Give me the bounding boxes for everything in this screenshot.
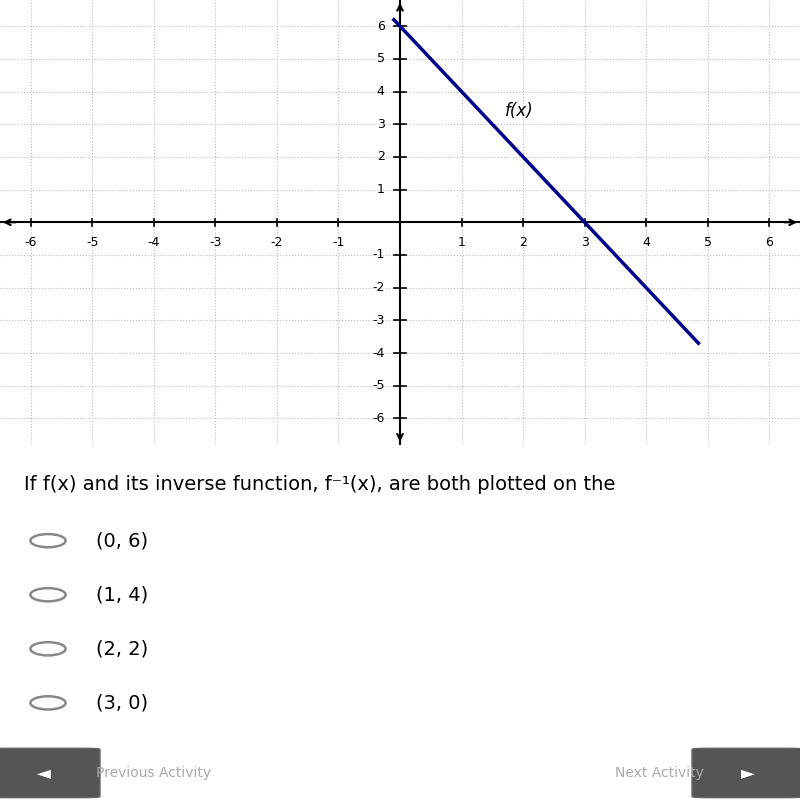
Text: -1: -1 — [332, 236, 345, 249]
Text: 3: 3 — [377, 118, 385, 131]
Text: ◄: ◄ — [37, 764, 51, 782]
Text: 4: 4 — [377, 85, 385, 98]
Text: 4: 4 — [642, 236, 650, 249]
FancyBboxPatch shape — [692, 748, 800, 798]
Text: 5: 5 — [377, 52, 385, 66]
Text: (3, 0): (3, 0) — [96, 694, 148, 712]
Text: ►: ► — [741, 764, 755, 782]
Text: 1: 1 — [458, 236, 466, 249]
Text: 2: 2 — [377, 151, 385, 163]
Text: -2: -2 — [372, 281, 385, 294]
Text: 3: 3 — [581, 236, 589, 249]
Text: -5: -5 — [372, 379, 385, 392]
Text: 2: 2 — [519, 236, 527, 249]
Text: -2: -2 — [270, 236, 283, 249]
Text: -4: -4 — [148, 236, 160, 249]
Text: -3: -3 — [209, 236, 222, 249]
FancyBboxPatch shape — [0, 748, 100, 798]
Text: -3: -3 — [372, 314, 385, 327]
Text: 1: 1 — [377, 183, 385, 196]
Text: -6: -6 — [372, 412, 385, 425]
Text: -4: -4 — [372, 347, 385, 360]
Text: -6: -6 — [25, 236, 37, 249]
Text: (1, 4): (1, 4) — [96, 586, 148, 604]
Text: 6: 6 — [377, 20, 385, 33]
Text: -5: -5 — [86, 236, 98, 249]
Text: f(x): f(x) — [505, 103, 534, 120]
Text: 5: 5 — [704, 236, 712, 249]
Text: 6: 6 — [766, 236, 773, 249]
Text: Next Activity: Next Activity — [615, 766, 704, 780]
Text: If f(x) and its inverse function, f⁻¹(x), are both plotted on the: If f(x) and its inverse function, f⁻¹(x)… — [24, 474, 615, 493]
Text: (0, 6): (0, 6) — [96, 531, 148, 550]
Text: -1: -1 — [372, 248, 385, 261]
Text: Previous Activity: Previous Activity — [96, 766, 211, 780]
Text: (2, 2): (2, 2) — [96, 639, 148, 658]
